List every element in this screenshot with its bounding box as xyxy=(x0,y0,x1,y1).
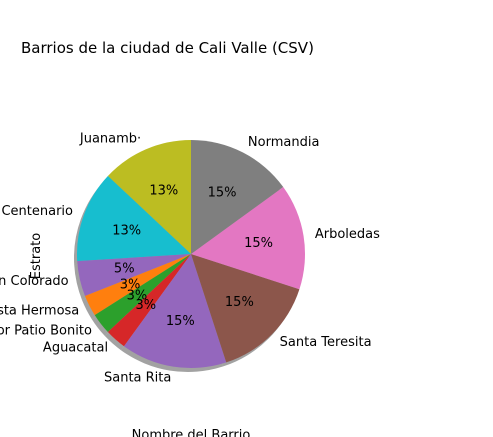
pie-slice-arboledas xyxy=(191,186,305,290)
slice-label-santa-rita: Santa Rita xyxy=(104,370,171,385)
percent-label-centenario: 13% xyxy=(112,223,141,238)
pie-slice-santa-teresita xyxy=(191,254,300,363)
pie-slice-labels: Juanamb· Centenario n Colorado sta Hermosa o… xyxy=(0,131,380,385)
slice-label-juanamb: Juanamb· xyxy=(79,131,141,146)
slice-label-santa-teresita: Santa Teresita xyxy=(280,335,372,350)
pie-slice-centenario xyxy=(77,175,191,262)
slice-label-centenario: Centenario xyxy=(1,204,73,219)
slice-label-sta-hermosa: sta Hermosa xyxy=(0,303,79,318)
percent-label-juanamb: 13% xyxy=(149,184,178,199)
chart-title: Barrios de la ciudad de Cali Valle (CSV) xyxy=(21,39,314,57)
pie-slice-aguacatal xyxy=(107,254,191,347)
percent-label-santa-rita: 15% xyxy=(166,314,195,329)
pie-slice-juanamb xyxy=(107,140,191,254)
slice-label-n-colorado: n Colorado xyxy=(0,274,69,289)
percent-label-aguacatal: 3% xyxy=(135,298,156,313)
percent-label-sta-hermosa: 3% xyxy=(120,278,141,293)
pie-percent-labels: 13%13%5%3%3%3%15%15%15%15% xyxy=(112,184,273,329)
slice-label-normandia: Normandia xyxy=(248,135,320,150)
pie-slice-sta-hermosa xyxy=(85,254,191,316)
slice-label-arboledas: Arboledas xyxy=(315,227,380,242)
pie-slice-normandia xyxy=(191,140,284,254)
percent-label-santa-teresita: 15% xyxy=(225,295,254,310)
pie-slice-santa-rita xyxy=(123,254,227,369)
slice-label-aguacatal: Aguacatal xyxy=(43,341,108,356)
percent-label-n-colorado: 5% xyxy=(114,261,135,276)
percent-label-or-patio-bonito: 3% xyxy=(127,288,148,303)
x-axis-label: Nombre del Barrio xyxy=(132,428,251,437)
y-axis-label: Estrato xyxy=(29,233,44,279)
slice-label-or-patio-bonito: or Patio Bonito xyxy=(0,323,92,338)
percent-label-normandia: 15% xyxy=(208,186,237,201)
pie-slice-n-colorado xyxy=(77,254,191,296)
percent-label-arboledas: 15% xyxy=(244,236,273,251)
pie-slices xyxy=(77,140,305,369)
pie-slice-or-patio-bonito xyxy=(94,254,191,333)
